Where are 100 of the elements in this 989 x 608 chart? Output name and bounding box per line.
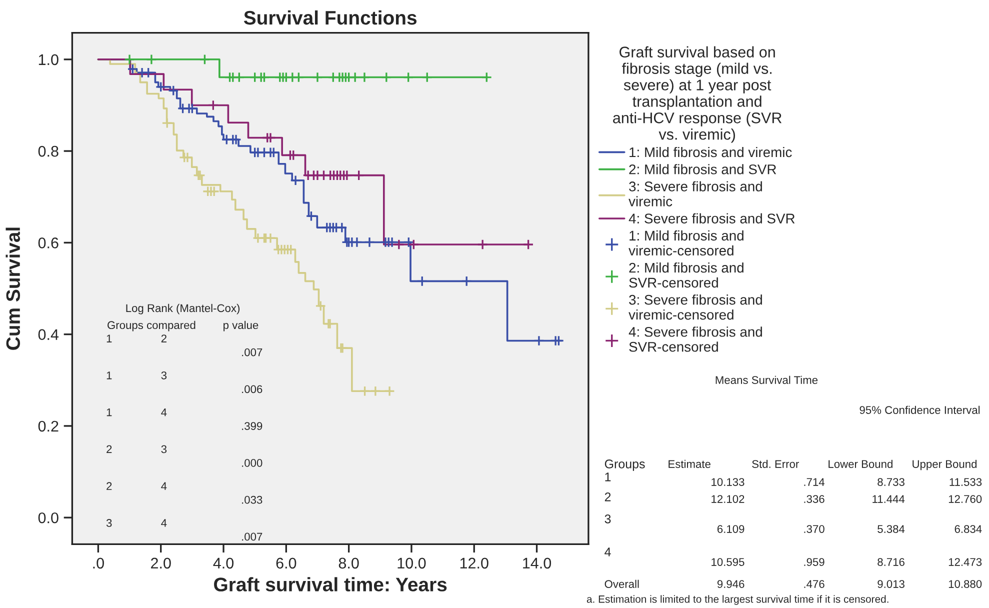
point [162,118,173,129]
point [234,72,245,83]
point [312,72,323,83]
point [293,72,304,83]
annotation: 4 [161,519,167,527]
point [288,150,299,161]
point [384,386,396,397]
x-tick-label: .0 [93,558,104,569]
text: Lower Bound [828,460,892,468]
legend-label: 3: Severe fibrosis and viremic-censored [628,294,762,320]
x-tick-label: 4.0 [213,558,234,569]
text: 10.133 [712,478,744,486]
annotation: 1 [106,408,112,416]
text: 12.473 [948,558,982,566]
point [124,54,136,65]
text: 10.880 [948,580,982,588]
x-tick-label: 8.0 [338,558,359,569]
point [353,170,364,181]
point [199,54,210,65]
text: 11.444 [872,495,905,503]
point [477,239,488,250]
point [290,174,302,186]
text: .714 [804,478,825,486]
text: Estimate [668,460,710,468]
text: a. Estimation is limited to the largest survival time if it is censored. [586,595,888,605]
point [402,72,414,83]
point [350,72,361,83]
text: 10.595 [712,558,744,566]
point [403,236,414,248]
annotation: Groups compared [108,320,196,332]
point [461,276,472,287]
text: 12.102 [712,495,744,503]
y-tick-label: 0.4 [38,329,59,340]
legend-title: Graft survival based on fibrosis stage (mild vs. severe) at 1 year post transplantation and anti-HCV response (SVR vs. viremic) [613,46,782,143]
y-axis-title: Cum Survival [6,228,20,350]
x-tick-label: 14.0 [523,558,552,569]
y-tick-label: 0.2 [38,420,58,432]
y-tick-label: 0.6 [38,238,58,248]
point [533,335,544,346]
legend-label: 3: Severe fibrosis and viremic [628,181,762,206]
text: Overall [604,580,639,588]
text: Std. Error [752,460,799,468]
point [336,222,348,234]
annotation: p value [224,320,258,332]
annotation: .006 [242,385,262,394]
text: .476 [804,580,824,588]
x-tick-label: 2.0 [151,558,171,569]
annotation: 3 [106,519,112,527]
annotation: 4 [161,408,167,416]
legend-label: 1: Mild fibrosis and viremic-censored [628,230,744,256]
point [258,72,270,83]
text: 11.533 [950,478,982,486]
point [208,186,220,197]
point [208,100,219,111]
point [268,146,280,158]
text: .370 [804,525,824,533]
x-tick-label: 10.0 [398,558,426,569]
annotation: 1 [106,372,112,380]
annotation: 4 [161,482,167,490]
text: .336 [804,495,824,503]
annotation: 2 [106,445,112,454]
point [341,170,352,181]
point [358,72,370,83]
legend-label: 1: Mild fibrosis and viremic [630,146,792,158]
y-tick-label: 0.0 [38,512,58,524]
text: Means Survival Time [716,376,818,384]
annotation: 2 [161,334,166,342]
point [522,239,534,250]
annotation: .000 [242,459,262,467]
point [182,152,193,163]
annotation: .007 [242,348,262,356]
point [393,239,404,250]
x-axis-title: Graft survival time: Years [214,577,447,592]
text: 6.834 [954,525,982,533]
point [380,72,392,83]
point [230,134,242,146]
point [481,72,492,83]
text: 5.384 [878,525,905,533]
point [359,386,370,397]
text: .959 [804,558,824,566]
point [370,386,381,397]
annotation: .399 [242,422,262,430]
point [553,335,564,346]
annotation: 3 [161,371,167,380]
point [315,300,326,312]
text: 9.013 [878,580,904,588]
text: 3 [604,514,611,524]
text: 1 [605,472,611,482]
text: Upper Bound [912,460,977,470]
text: 6.109 [717,525,744,533]
text: 2 [604,492,611,502]
y-tick-label: 1.0 [38,54,58,66]
text: Groups [604,460,645,471]
annotation: .033 [242,496,262,504]
point [416,276,428,287]
text: 8.733 [878,478,904,486]
legend-label: 4: Severe fibrosis and SVR [628,213,795,224]
point [265,132,276,144]
point [422,72,433,83]
legend-label: 4: Severe fibrosis and SVR-censored [628,326,762,352]
